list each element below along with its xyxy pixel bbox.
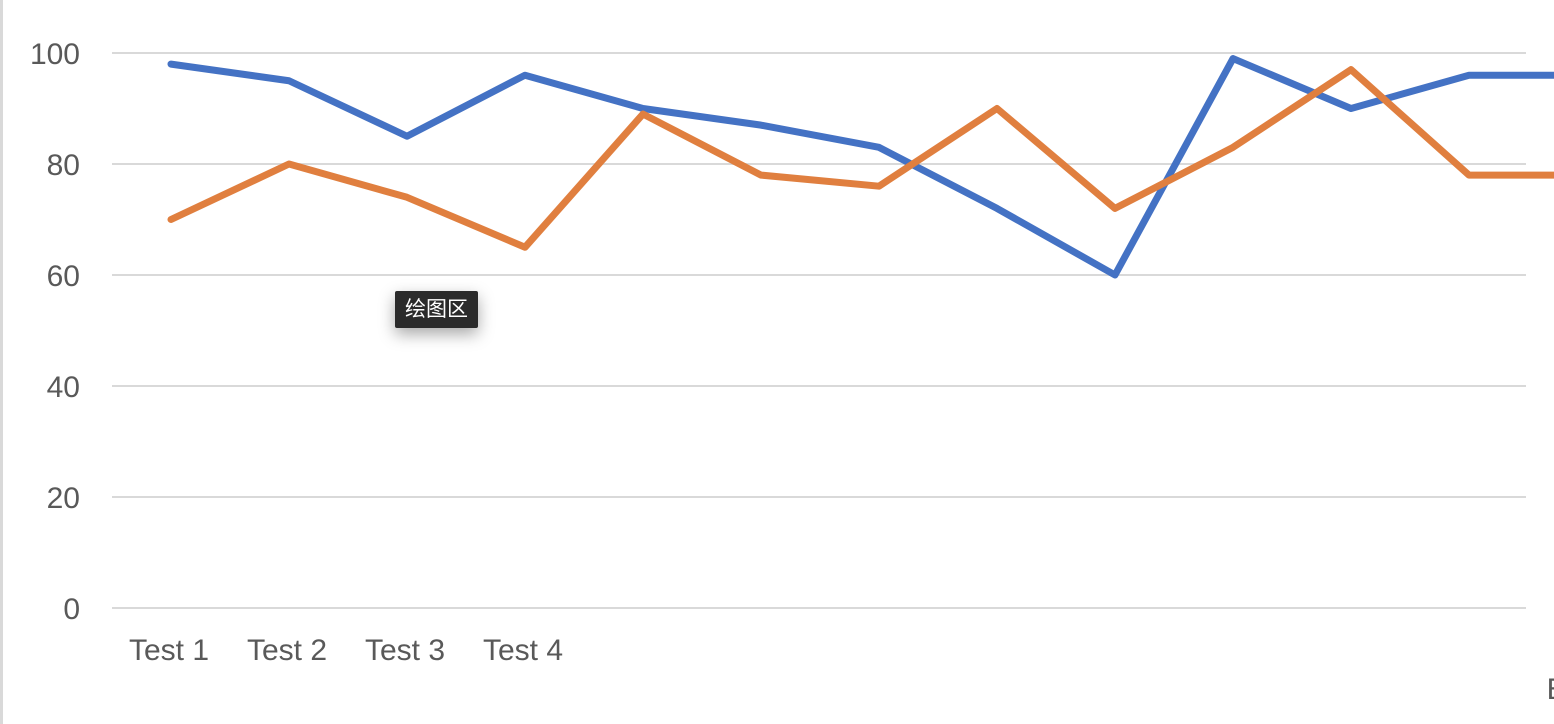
x-tick-label: Test 4 <box>483 634 563 667</box>
series-lines[interactable] <box>167 55 1554 279</box>
series-2-line[interactable] <box>167 66 1554 251</box>
series-1-line[interactable] <box>167 55 1554 279</box>
x-tick-label: Test 2 <box>247 634 327 667</box>
y-tick-label: 80 <box>47 149 80 182</box>
plot-area-tooltip: 绘图区 <box>395 291 478 328</box>
left-border <box>0 0 3 724</box>
x-tick-label: Test 1 <box>129 634 209 667</box>
y-tick-label: 100 <box>30 38 80 71</box>
y-tick-label: 0 <box>63 593 80 626</box>
x-tick-label: FinalExam <box>1547 634 1554 706</box>
y-tick-label: 40 <box>47 371 80 404</box>
x-axis-ticks: Test 1 Test 2 Test 3 Test 4 FinalExam <box>129 634 1554 706</box>
y-tick-label: 60 <box>47 260 80 293</box>
gridlines <box>112 52 1526 609</box>
x-tick-label: Test 3 <box>365 634 445 667</box>
y-axis-ticks: 0 20 40 60 80 100 <box>30 38 80 626</box>
y-tick-label: 20 <box>47 482 80 515</box>
